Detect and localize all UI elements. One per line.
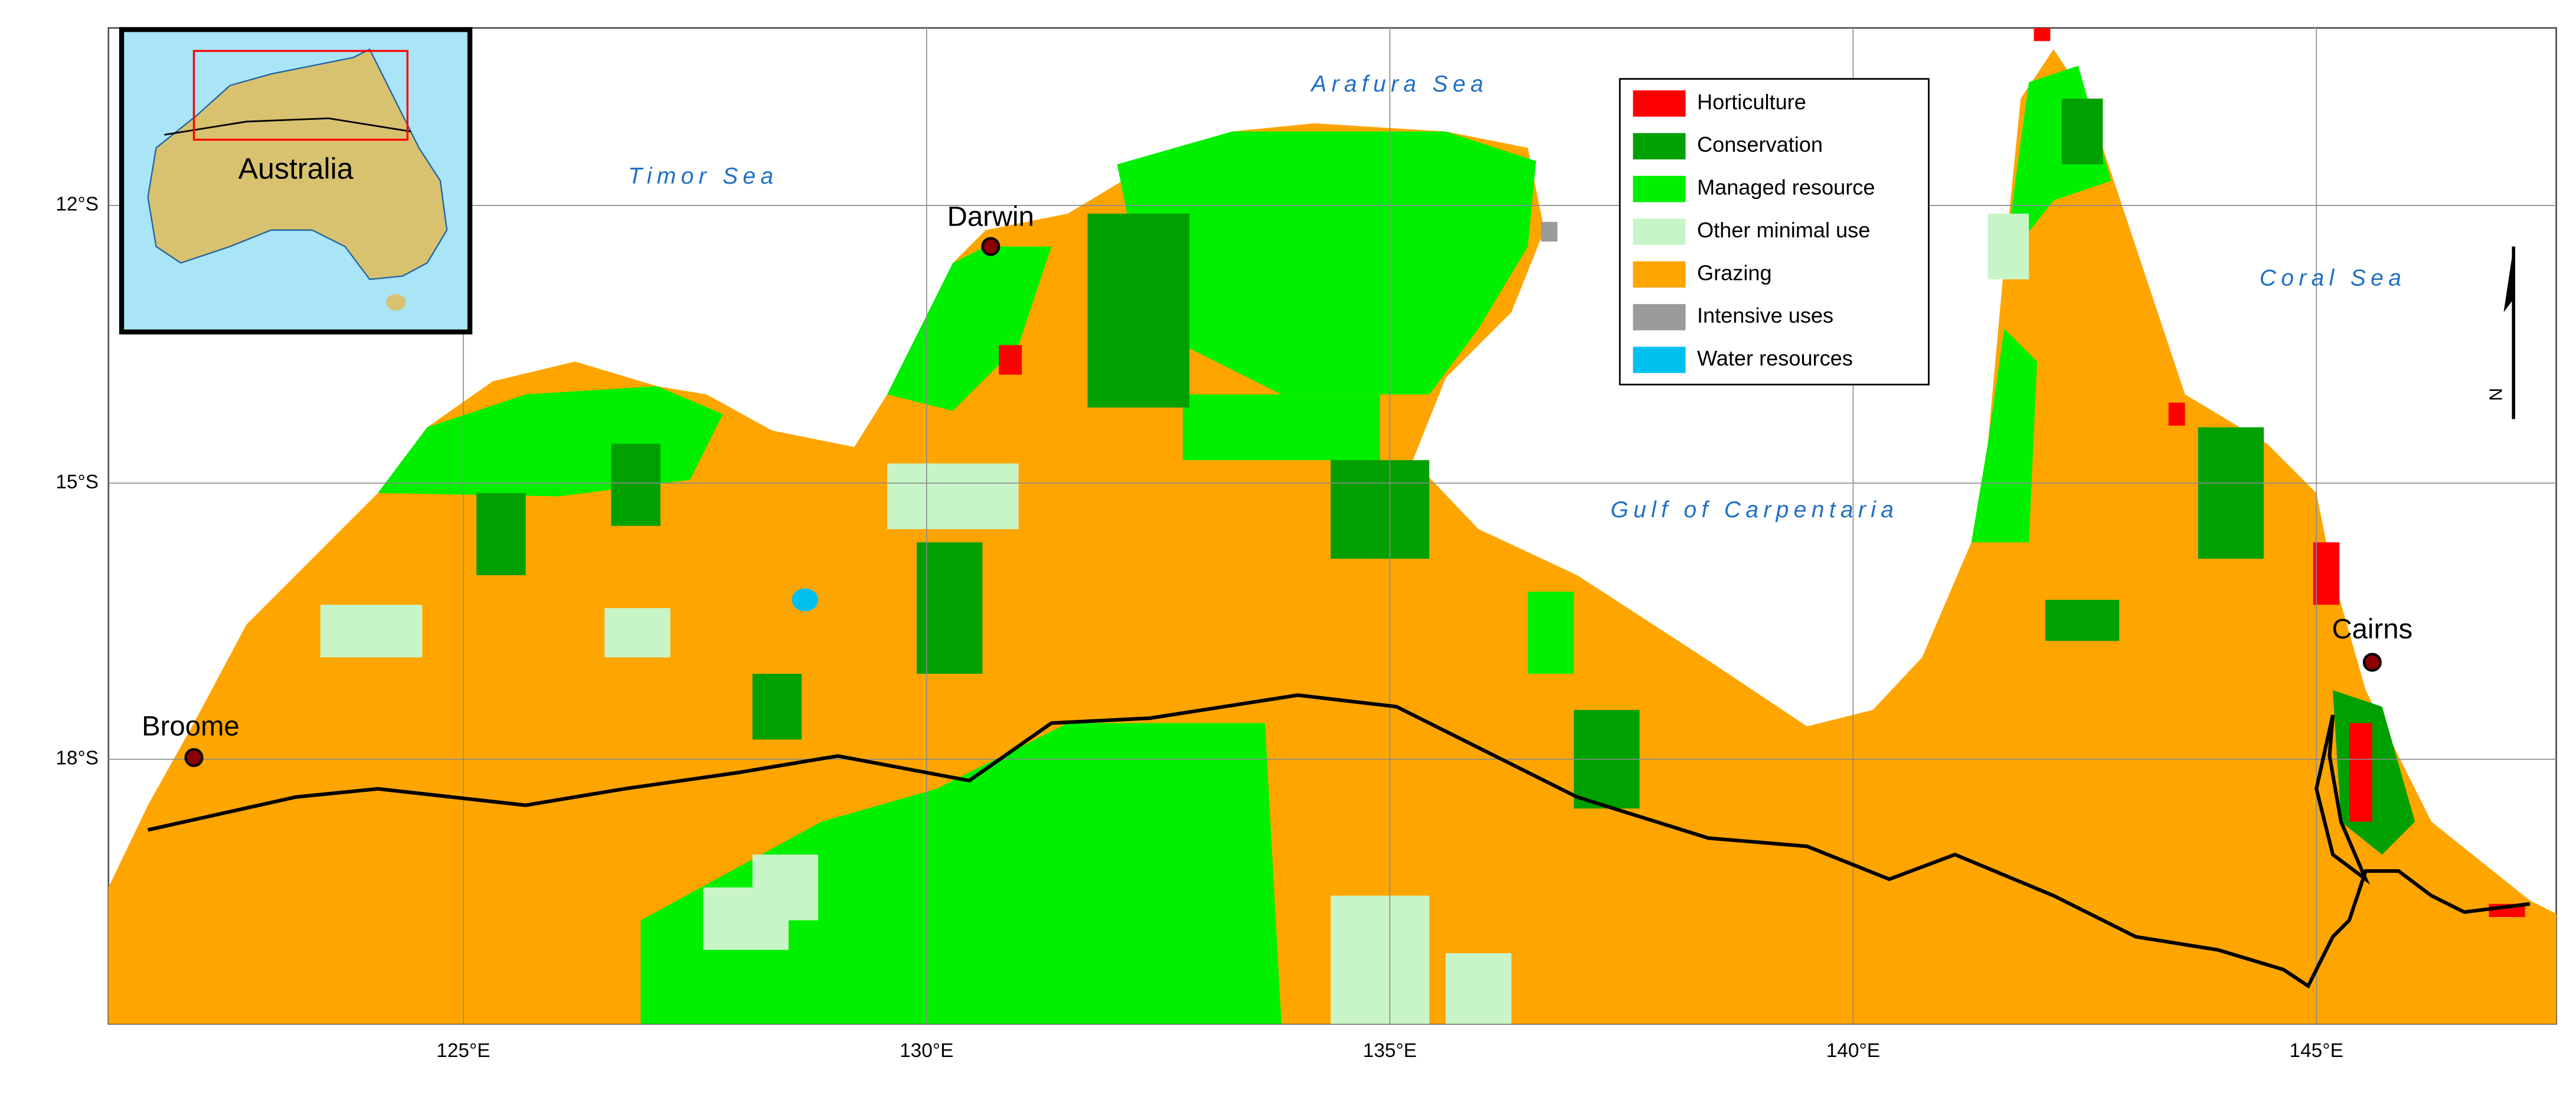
conservation-area [1087,213,1190,408]
longitude-label: 140°E [1826,1040,1880,1062]
conservation-area [2198,427,2264,559]
inset-boundary [164,117,411,136]
longitude-label: 125°E [436,1040,490,1062]
city-marker [2362,652,2382,672]
other-minimal-use-area [1446,953,1512,1024]
city-label: Cairns [2332,614,2412,645]
horticulture-area [2313,542,2340,605]
conservation-area [917,542,983,674]
inset-label: Australia [238,152,354,185]
north-arrow: N [2486,246,2515,419]
inset-australia [147,48,448,280]
legend-swatch [1633,90,1686,117]
sea-label: Coral Sea [2260,265,2406,291]
managed-resource-area [1117,131,1537,394]
city-marker [184,748,204,767]
longitude-label: 130°E [900,1040,953,1062]
longitude-label: 135°E [1363,1040,1417,1062]
inset-tasmania [386,294,406,311]
horticulture-area [2349,723,2372,822]
legend-label: Horticulture [1697,90,1806,114]
sea-label: Timor Sea [628,164,778,189]
managed-resource-area [1182,394,1380,461]
north-label: N [2486,388,2506,401]
other-minimal-use-area [604,608,671,658]
water-resources-area [792,588,819,612]
inset-map: Australia [119,27,473,335]
legend-label: Managed resource [1697,175,1875,200]
legend-label: Grazing [1697,260,1772,285]
north-arrow-head [2503,246,2514,312]
conservation-area [611,443,661,526]
legend-label: Water resources [1697,346,1853,370]
legend-swatch [1633,261,1686,288]
horticulture-area [999,345,1022,375]
latitude-label: 18°S [55,748,99,769]
inset-extent [192,50,408,141]
other-minimal-use-area [320,605,423,658]
horticulture-area [2034,28,2051,41]
legend-label: Intensive uses [1697,304,1833,328]
legend-swatch [1633,347,1686,373]
sea-label: Gulf of Carpentaria [1611,497,1899,523]
latitude-label: 15°S [55,471,99,493]
latitude-label: 12°S [55,194,99,216]
city-marker [981,237,1001,256]
intensive-uses-area [1541,221,1558,242]
legend-label: Other minimal use [1697,218,1870,242]
city-label: Broome [142,710,240,742]
study-boundary [147,693,2531,989]
other-minimal-use-area [752,854,819,921]
legend-swatch [1633,304,1686,331]
study-boundary [2315,714,2371,885]
managed-resource-area [1971,328,2038,543]
managed-resource-area [1528,591,1574,674]
horticulture-area [2168,402,2185,426]
legend: Horticulture Conservation Managed resource… [1619,78,1930,386]
city-label: Darwin [947,201,1034,233]
conservation-area [752,674,802,740]
other-minimal-use-area [887,463,1019,530]
legend-swatch [1633,218,1686,245]
conservation-area [476,492,526,576]
legend-swatch [1633,133,1686,159]
managed-resource-area [887,246,1052,411]
legend-label: Conservation [1697,132,1823,156]
conservation-area [2061,98,2103,165]
legend-swatch [1633,175,1686,203]
conservation-area [2045,599,2120,641]
sea-label: Arafura Sea [1310,71,1488,97]
other-minimal-use-area [1331,895,1430,1024]
managed-resource-area [640,723,1282,1024]
longitude-label: 145°E [2290,1040,2343,1062]
land-use-layer [108,28,2557,1024]
conservation-area [1331,460,1430,559]
other-minimal-use-area [1987,213,2029,280]
